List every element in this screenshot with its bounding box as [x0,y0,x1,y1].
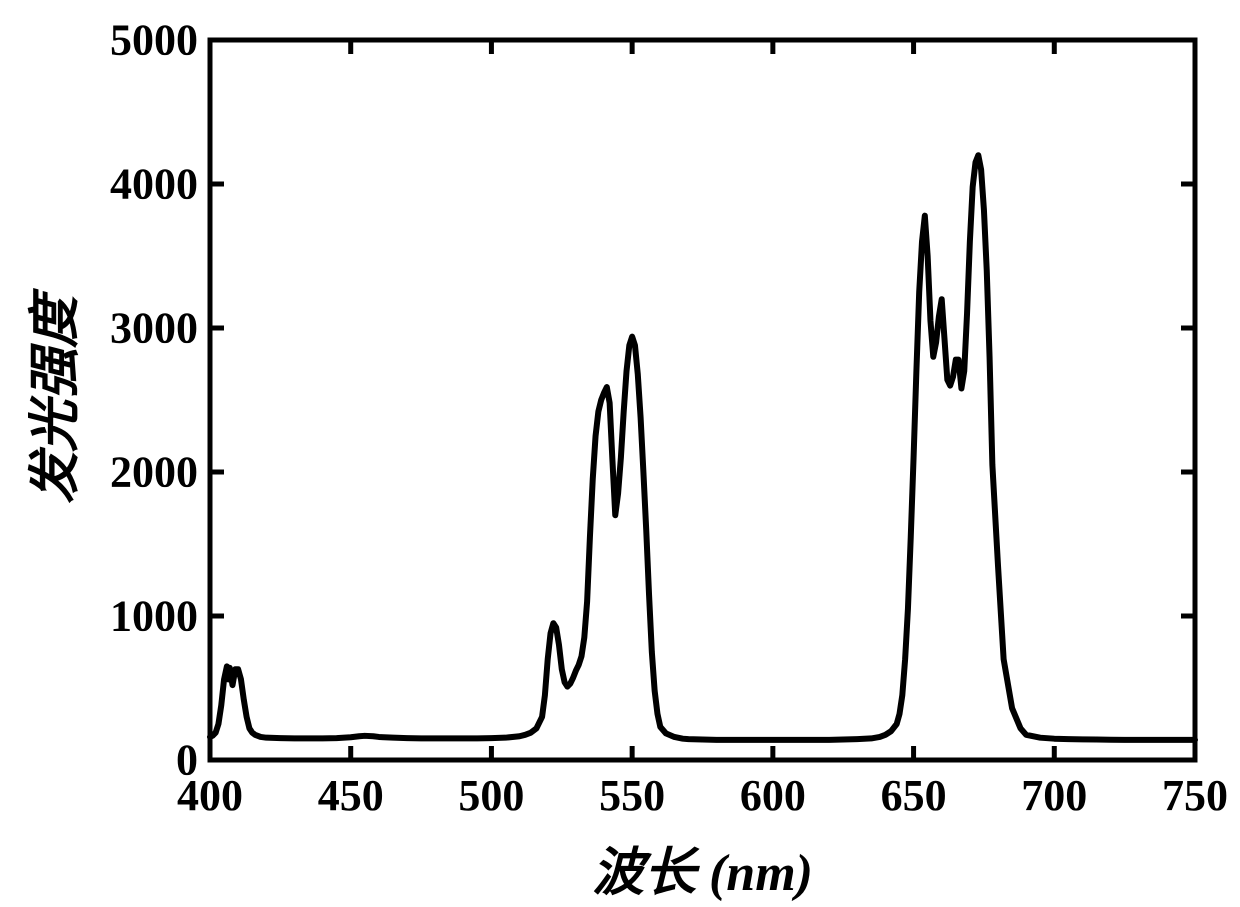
y-axis-label: 发光强度 [13,296,88,504]
y-tick-label: 5000 [110,15,198,66]
y-tick-label: 3000 [110,303,198,354]
x-tick-label: 700 [1021,770,1087,821]
x-tick-label: 550 [599,770,665,821]
x-tick-label: 650 [881,770,947,821]
x-tick-label: 600 [740,770,806,821]
y-tick-label: 0 [176,735,198,786]
y-tick-label: 4000 [110,159,198,210]
x-tick-label: 500 [458,770,524,821]
x-tick-label: 750 [1162,770,1228,821]
spectrum-chart: 波长 (nm) 发光强度 400450500550600650700750010… [0,0,1240,907]
y-tick-label: 2000 [110,447,198,498]
y-tick-label: 1000 [110,591,198,642]
x-tick-label: 450 [318,770,384,821]
x-axis-label: 波长 (nm) [592,830,813,905]
